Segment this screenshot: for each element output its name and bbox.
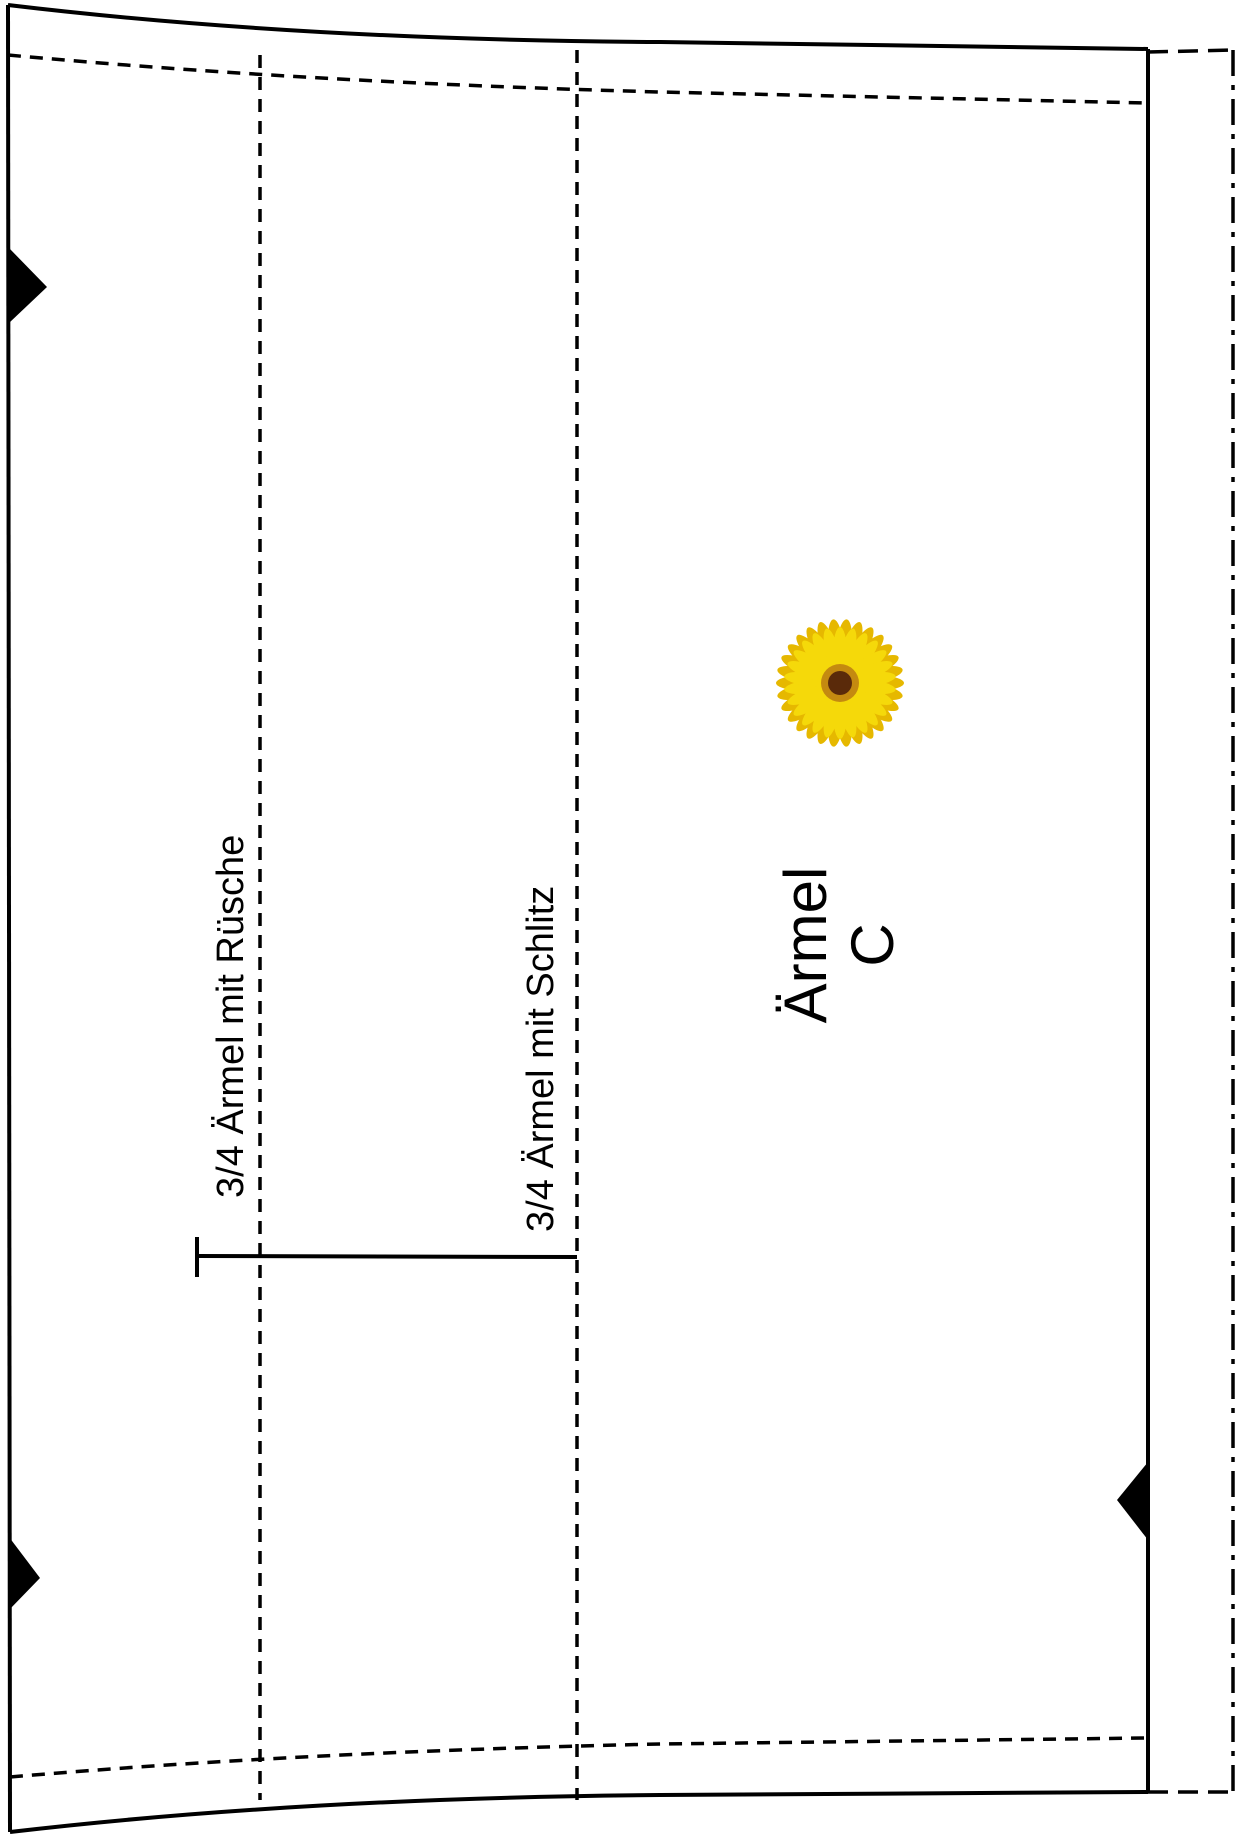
notches [9,248,1148,1610]
seam-line-top [7,53,1146,105]
notch-triangle-icon [9,248,47,323]
seam-lines [7,53,1146,1779]
length-lines [258,50,579,1800]
extension-outline [1147,48,1236,1794]
slit-label: 3/4 Ärmel mit Schlitz [520,886,562,1232]
piece-letter: C [839,923,906,966]
sunflower-icon [776,619,904,747]
notch-triangle-icon [9,1537,40,1610]
ruffle-label: 3/4 Ärmel mit Rüsche [210,835,252,1198]
piece-name: Ärmel [772,867,839,1024]
cut-line-top [7,3,1149,51]
cut-line-left [6,4,12,1833]
slit-line [196,1254,578,1259]
notch-triangle-icon [1117,1462,1148,1540]
cut-line-bottom [9,1790,1149,1834]
extension-top [1147,48,1236,54]
sunflower-center [828,671,852,695]
slit-marker [195,1237,578,1277]
seam-line-bottom [9,1736,1146,1779]
